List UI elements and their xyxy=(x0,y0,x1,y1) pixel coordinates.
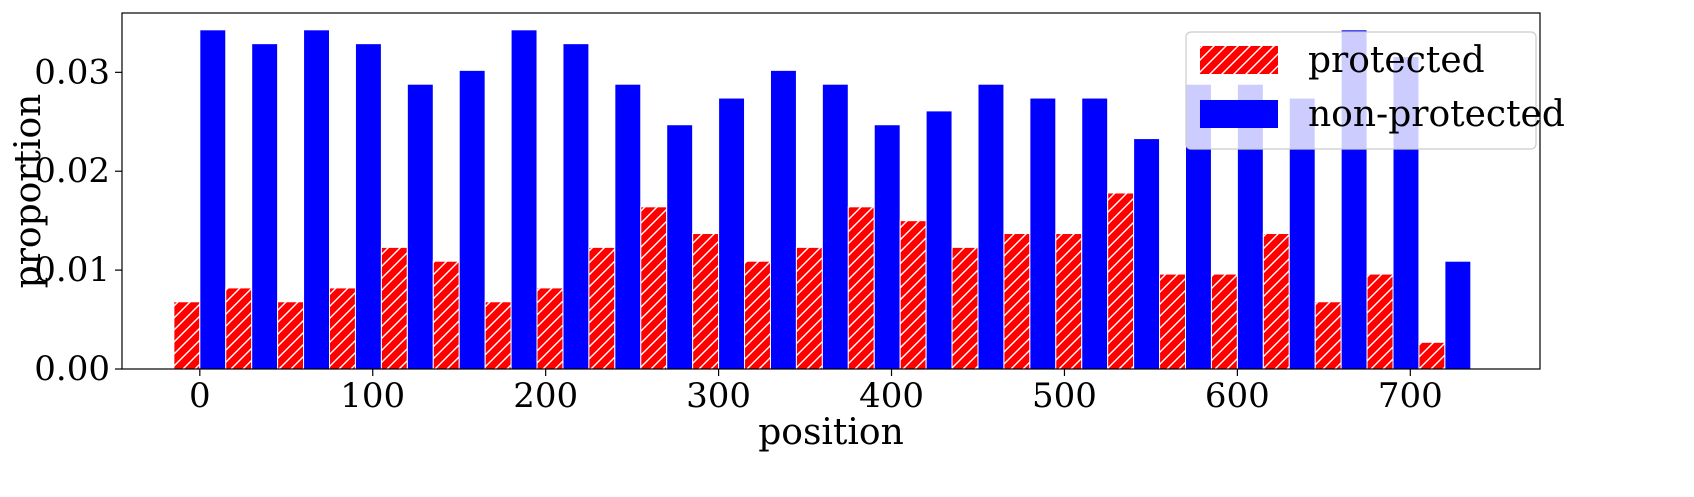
bar-non-protected-510 xyxy=(1081,97,1109,370)
bar-non-protected-300 xyxy=(718,97,746,370)
bar-non-protected-0 xyxy=(199,29,227,370)
bar-protected-330 xyxy=(744,260,771,370)
bar-protected-270 xyxy=(640,206,668,370)
bar-protected-180 xyxy=(484,301,512,370)
y-axis-label: proportion xyxy=(8,94,49,289)
bar-non-protected-330 xyxy=(769,69,797,370)
x-axis-label: position xyxy=(758,412,904,453)
x-axis-ticks: 0 100 200 300 400 500 600 700 xyxy=(189,369,1443,416)
bar-protected-240 xyxy=(588,246,616,370)
y-tick-label-1: 0.01 xyxy=(34,250,110,290)
legend: protected non-protected xyxy=(1185,31,1565,150)
bar-non-protected-120 xyxy=(406,83,434,370)
x-tick-label-500: 500 xyxy=(1032,376,1097,416)
bar-protected-600 xyxy=(1210,273,1238,370)
bar-protected-660 xyxy=(1314,301,1342,370)
y-tick-label-2: 0.02 xyxy=(34,151,110,191)
legend-swatch-protected xyxy=(1200,46,1278,74)
bar-protected-540 xyxy=(1107,192,1135,370)
x-tick-label-300: 300 xyxy=(686,376,751,416)
y-axis-ticks: 0.00 0.01 0.02 0.03 xyxy=(34,52,122,389)
bar-protected-570 xyxy=(1159,273,1187,370)
bar-protected-630 xyxy=(1262,233,1290,370)
bar-protected-0 xyxy=(173,301,201,370)
bar-non-protected-420 xyxy=(925,110,953,370)
bar-non-protected-360 xyxy=(821,83,849,370)
bar-protected-210 xyxy=(536,287,564,370)
bar-protected-510 xyxy=(1055,233,1083,370)
bar-non-protected-720 xyxy=(1444,260,1472,370)
bar-non-protected-180 xyxy=(510,29,538,370)
x-tick-label-0: 0 xyxy=(189,376,211,416)
bar-protected-60 xyxy=(277,301,305,370)
bar-non-protected-540 xyxy=(1133,138,1161,370)
x-tick-label-700: 700 xyxy=(1378,376,1443,416)
bar-non-protected-270 xyxy=(666,124,694,370)
legend-swatch-non-protected xyxy=(1200,100,1278,128)
bar-non-protected-480 xyxy=(1029,97,1057,370)
y-tick-label-3: 0.03 xyxy=(34,52,110,92)
bar-protected-120 xyxy=(380,246,408,370)
bar-non-protected-240 xyxy=(614,83,642,370)
legend-label-protected: protected xyxy=(1308,40,1485,81)
bar-protected-30 xyxy=(225,287,253,370)
y-tick-label-0: 0.00 xyxy=(34,349,110,389)
bar-protected-300 xyxy=(692,233,720,370)
bar-protected-150 xyxy=(432,260,460,370)
bar-protected-390 xyxy=(847,206,875,370)
bar-non-protected-60 xyxy=(303,29,331,370)
x-tick-label-200: 200 xyxy=(513,376,578,416)
legend-label-non-protected: non-protected xyxy=(1308,94,1565,135)
bar-protected-90 xyxy=(329,287,356,370)
plot-frame xyxy=(121,12,1541,370)
bar-protected-450 xyxy=(951,246,979,370)
bar-protected-690 xyxy=(1366,273,1394,370)
x-tick-label-400: 400 xyxy=(859,376,924,416)
x-tick-label-600: 600 xyxy=(1205,376,1270,416)
bar-protected-720 xyxy=(1418,341,1446,370)
bar-protected-360 xyxy=(795,246,823,370)
bar-non-protected-450 xyxy=(977,83,1005,370)
bar-non-protected-150 xyxy=(458,69,486,370)
bar-non-protected-390 xyxy=(873,124,901,370)
bar-non-protected-90 xyxy=(354,43,382,370)
bar-protected-420 xyxy=(899,220,927,370)
bar-non-protected-30 xyxy=(251,43,279,370)
bar-non-protected-210 xyxy=(562,43,590,370)
x-tick-label-100: 100 xyxy=(340,376,405,416)
bar-protected-480 xyxy=(1003,233,1031,370)
